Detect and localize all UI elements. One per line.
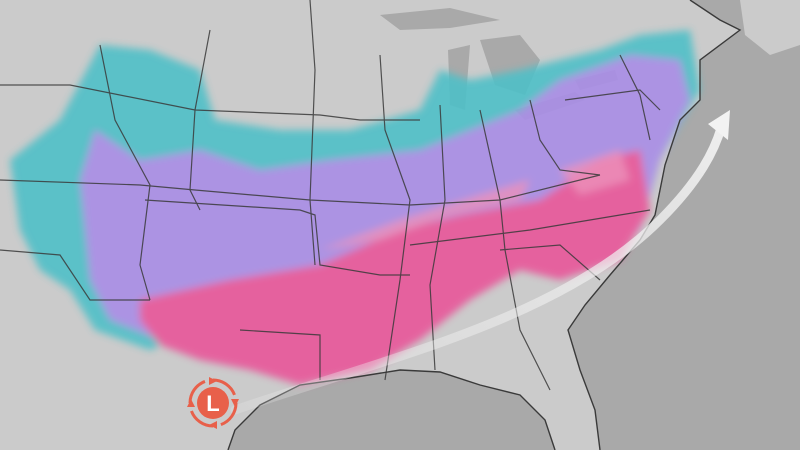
storm-track-arrow [230,120,727,415]
state-borders [0,0,661,391]
arrow-head-icon [708,110,730,140]
canada-east-land [740,0,800,55]
freezing-rain-band [140,150,650,385]
low-pressure-label: L [206,391,219,416]
coastline [227,0,742,450]
freezing-rain-light [320,150,630,250]
precipitation-overlay [10,30,700,385]
great-lakes [380,8,618,120]
sleet-band [80,55,690,340]
low-pressure-icon: L [187,377,239,429]
